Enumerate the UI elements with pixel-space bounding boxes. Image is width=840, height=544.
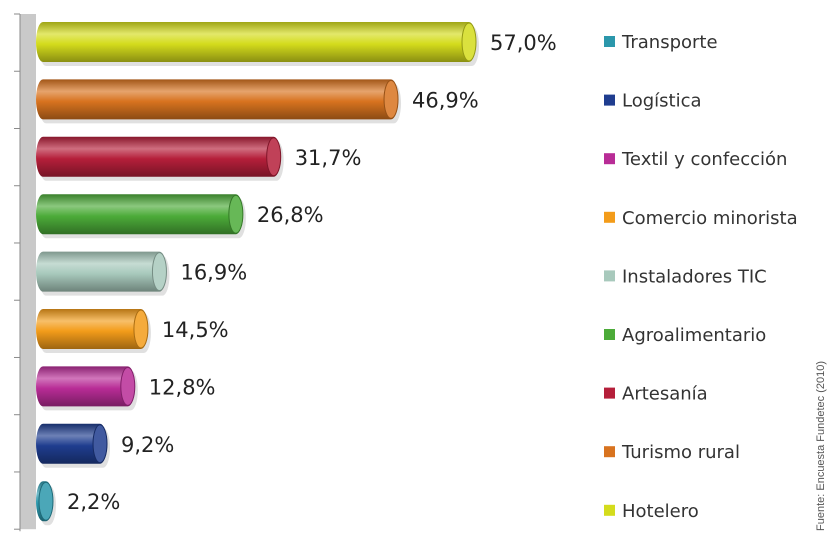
value-label: 9,2% [121,433,174,457]
value-label: 14,5% [162,318,229,342]
legend-swatch [604,94,615,106]
value-label: 12,8% [149,375,216,399]
legend-item: Artesanía [604,384,708,405]
bar [36,423,111,468]
legend-swatch [604,329,615,340]
legend-item: Agroalimentario [604,325,766,346]
legend-swatch [604,446,615,458]
axis-wall [20,14,36,530]
legend-label: Logística [622,91,702,112]
bar-cap [92,424,108,464]
legend-label: Hotelero [622,501,699,522]
bars-group [36,22,479,526]
value-label: 57,0% [490,31,557,55]
legend-item: Hotelero [604,501,699,522]
legend-item: Comercio minorista [604,208,798,229]
legend-swatch [604,36,615,47]
bar [36,481,56,526]
bar-cap [228,194,244,234]
value-labels-group: 57,0% 46,9% 31,7% 26,8% 16,9% 14,5% 12,8% 9,2% 2… [67,31,557,514]
bar [36,309,151,353]
value-label: 31,7% [295,146,362,170]
bar [36,251,170,296]
bar [36,136,284,181]
legend-swatch [604,387,615,399]
legend-item: Logística [604,91,702,112]
chart-axis [14,13,36,532]
legend-label: Instaladores TIC [622,266,767,287]
legend-swatch [604,153,615,165]
legend-label: Textil y confección [621,149,787,170]
value-label: 2,2% [67,490,120,514]
legend-label: Turismo rural [621,442,740,463]
bar-cap [120,366,136,406]
bar-cap [151,252,167,292]
bar [36,22,479,66]
value-label: 16,9% [180,261,247,285]
bar-cap [38,481,54,521]
legend-item: Turismo rural [604,442,740,463]
value-label: 46,9% [412,88,479,112]
legend-label: Agroalimentario [622,325,766,346]
legend-swatch [604,504,615,516]
bar [36,79,402,124]
legend-label: Comercio minorista [622,208,798,229]
legend-label: Artesanía [622,384,708,405]
legend-swatch [604,211,615,223]
bar-cap [461,22,477,62]
legend-item: Textil y confección [604,149,787,170]
bar-cap [383,79,399,119]
bar [36,366,138,411]
bar-cap [133,309,149,349]
bar-cap [266,137,282,177]
legend-item: Instaladores TIC [604,266,767,287]
value-label: 26,8% [257,203,324,227]
bar [36,194,246,239]
legend: Transporte Logística Textil y confección Co… [604,32,798,522]
legend-item: Transporte [604,32,718,53]
source-note: Fuente: Encuesta Fundetec (2010) [815,361,827,531]
legend-label: Transporte [621,32,718,53]
legend-swatch [604,270,615,282]
